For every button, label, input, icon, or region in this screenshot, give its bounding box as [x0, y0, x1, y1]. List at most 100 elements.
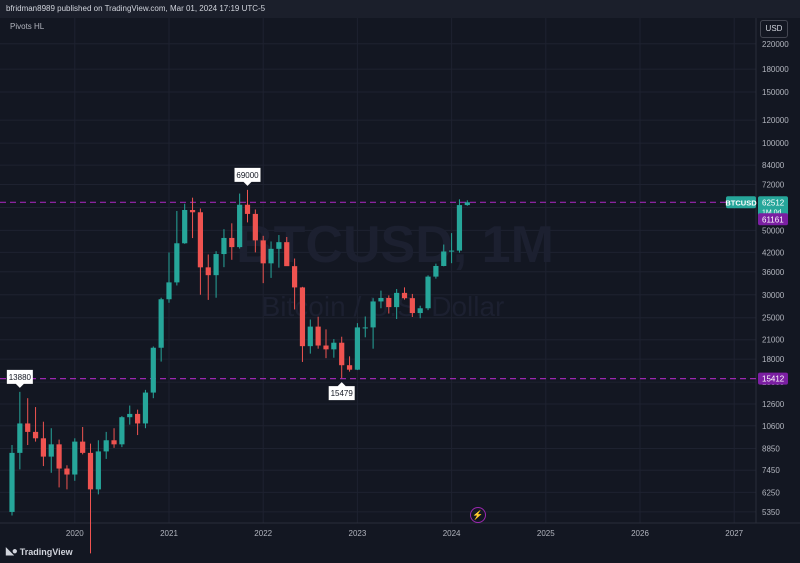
candle-body[interactable] — [433, 265, 439, 277]
candle-body[interactable] — [449, 250, 455, 252]
y-tick-label: 150000 — [762, 88, 789, 97]
pivot-low-price-box — [758, 372, 788, 385]
y-tick-label: 50000 — [762, 226, 785, 235]
tradingview-logo-text: TradingView — [19, 546, 73, 557]
candle-body[interactable] — [252, 213, 258, 241]
candle-body[interactable] — [87, 452, 94, 490]
watermark-symbol: BTCUSD, 1M — [236, 216, 554, 274]
candle-body[interactable] — [323, 345, 329, 350]
y-tick-label: 42000 — [762, 248, 785, 257]
candle-body[interactable] — [182, 209, 188, 244]
candle-body[interactable] — [378, 297, 384, 302]
candle-body[interactable] — [166, 282, 172, 300]
pivot-price-box — [758, 213, 788, 226]
x-tick-label: 2022 — [254, 529, 272, 538]
y-tick-label: 12600 — [762, 400, 785, 409]
candle-body[interactable] — [425, 276, 431, 309]
candle-body[interactable] — [150, 347, 156, 393]
countdown-label: 1M 0d — [762, 209, 782, 216]
candle-body[interactable] — [48, 444, 54, 457]
candle-body[interactable] — [464, 202, 470, 206]
candle-body[interactable] — [307, 326, 313, 347]
candle-body[interactable] — [409, 298, 415, 314]
candle-body[interactable] — [346, 365, 353, 370]
candle-body[interactable] — [72, 441, 78, 475]
candle-body[interactable] — [354, 327, 360, 370]
y-tick-label: 30000 — [762, 291, 785, 300]
lightning-icon[interactable]: ⚡ — [470, 507, 486, 523]
x-tick-label: 2026 — [631, 529, 649, 538]
candle-body[interactable] — [221, 237, 227, 255]
publish-header: bfridman8989 published on TradingView.co… — [0, 0, 800, 18]
candle-body[interactable] — [17, 423, 23, 453]
candle-body[interactable] — [174, 243, 180, 283]
pivot-low-price-label: 15412 — [762, 375, 785, 384]
indicator-label[interactable]: Pivots HL — [10, 22, 45, 31]
candle-body[interactable] — [386, 297, 392, 308]
candle-body[interactable] — [260, 240, 266, 264]
candle-body[interactable] — [394, 292, 400, 308]
candle-body[interactable] — [268, 248, 274, 264]
candle-body[interactable] — [95, 451, 101, 490]
candle-body[interactable] — [119, 417, 125, 445]
candle-body[interactable] — [456, 205, 463, 251]
symbol-tag-label: BTCUSD — [725, 198, 757, 207]
pivot-low-label: 15479 — [331, 389, 354, 398]
x-tick-label: 2021 — [160, 529, 178, 538]
candle-body[interactable] — [276, 242, 282, 249]
y-tick-label: 220000 — [762, 40, 789, 49]
candle-body[interactable] — [213, 254, 219, 276]
candle-body[interactable] — [103, 440, 109, 452]
candle-body[interactable] — [299, 287, 306, 347]
candle-body[interactable] — [64, 468, 70, 475]
candle-body[interactable] — [56, 444, 62, 469]
candle-body[interactable] — [142, 392, 149, 424]
x-tick-label: 2024 — [443, 529, 461, 538]
y-tick-label: 36000 — [762, 268, 785, 277]
candle-body[interactable] — [244, 204, 251, 214]
candle-body[interactable] — [32, 431, 39, 439]
candle-body[interactable] — [40, 438, 46, 457]
pivot-high-label-box — [234, 167, 261, 186]
tradingview-logo-icon: ◣● — [6, 546, 18, 557]
candle-body[interactable] — [284, 242, 290, 267]
x-tick-label: 2023 — [349, 529, 367, 538]
candle-body[interactable] — [339, 342, 345, 366]
x-tick-label: 2025 — [537, 529, 555, 538]
candle-body[interactable] — [135, 413, 141, 424]
candle-body[interactable] — [9, 452, 15, 512]
candle-body[interactable] — [205, 267, 211, 276]
candle-body[interactable] — [197, 212, 203, 268]
candle-body[interactable] — [111, 440, 117, 445]
symbol-tag — [726, 196, 756, 209]
candle-body[interactable] — [417, 308, 423, 314]
candle-body[interactable] — [229, 237, 235, 248]
watermark-name: Bitcoin / U.S. Dollar — [262, 291, 505, 322]
candle-body[interactable] — [189, 209, 196, 213]
candle-body[interactable] — [237, 204, 243, 248]
candle-body[interactable] — [25, 423, 31, 432]
y-tick-label: 8850 — [762, 445, 780, 454]
tradingview-logo[interactable]: ◣● TradingView — [6, 546, 73, 557]
candle-body[interactable] — [158, 299, 164, 348]
y-tick-label: 18000 — [762, 355, 785, 364]
pivot-price-label: 61161 — [762, 215, 784, 224]
candle-body[interactable] — [292, 266, 298, 288]
candle-body[interactable] — [80, 441, 86, 453]
y-tick-label: 100000 — [762, 139, 789, 148]
pivot-high-label-box — [6, 369, 33, 388]
y-tick-label: 5350 — [762, 508, 780, 517]
candle-body[interactable] — [315, 326, 321, 346]
candle-body[interactable] — [370, 301, 376, 328]
candle-body[interactable] — [331, 342, 337, 350]
candle-body[interactable] — [441, 251, 447, 266]
currency-button[interactable]: USD — [760, 20, 788, 38]
y-tick-label: 6250 — [762, 488, 780, 497]
last-price-box — [758, 196, 788, 217]
last-price-label: 62512 — [762, 198, 785, 207]
pivot-high-label: 69000 — [236, 171, 259, 180]
candle-body[interactable] — [362, 327, 368, 329]
candle-body[interactable] — [127, 413, 133, 418]
candle-body[interactable] — [401, 292, 408, 299]
